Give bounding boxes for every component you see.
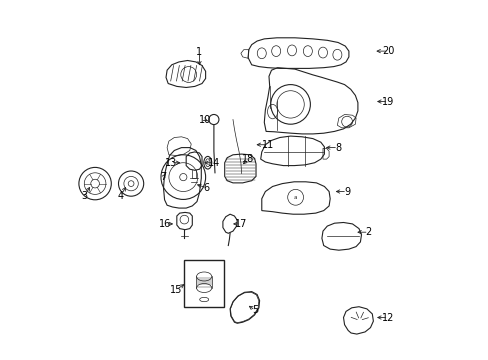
Text: a: a (293, 195, 297, 200)
Text: 4: 4 (117, 191, 123, 201)
Text: 8: 8 (334, 143, 341, 153)
Text: 12: 12 (382, 312, 394, 323)
Text: 16: 16 (159, 219, 171, 229)
Text: 9: 9 (344, 186, 349, 197)
Bar (183, 260, 223, 307)
Text: 15: 15 (169, 285, 182, 295)
Text: 10: 10 (198, 114, 211, 125)
Text: 5: 5 (252, 305, 258, 315)
Text: 18: 18 (242, 154, 254, 164)
Text: 11: 11 (261, 140, 273, 150)
Text: 2: 2 (365, 227, 371, 237)
Text: 6: 6 (203, 183, 209, 193)
Text: 14: 14 (207, 158, 220, 168)
Text: 7: 7 (160, 172, 166, 182)
Text: 17: 17 (234, 219, 246, 229)
Text: 3: 3 (81, 191, 87, 201)
Text: 1: 1 (196, 47, 202, 57)
Text: 20: 20 (382, 46, 394, 56)
Text: 19: 19 (382, 96, 394, 107)
Text: 13: 13 (164, 158, 177, 168)
